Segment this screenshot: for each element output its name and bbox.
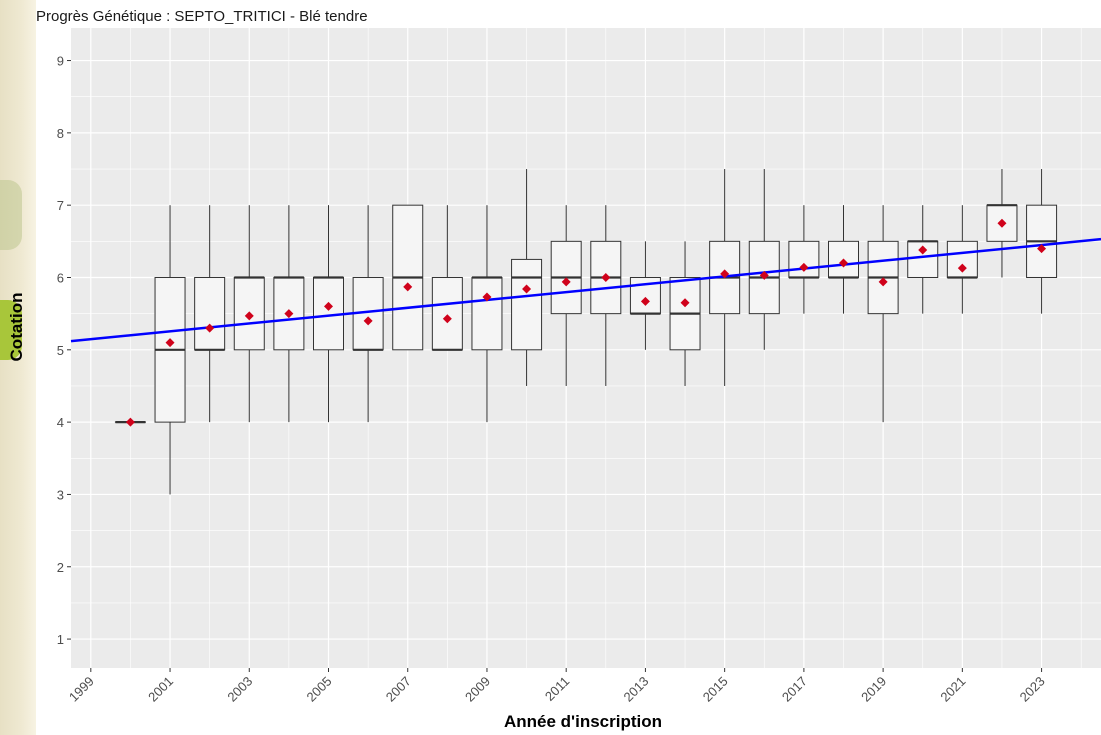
mean-marker: [759, 270, 769, 280]
mean-marker: [363, 316, 373, 326]
box: [431, 276, 463, 351]
y-tick-label: 5: [57, 343, 64, 358]
decoration-mark-olive: [0, 180, 22, 250]
y-tick-label: 9: [57, 54, 64, 69]
mean-marker: [640, 296, 650, 306]
box: [471, 276, 503, 351]
mean-marker: [403, 282, 413, 292]
mean-marker: [680, 298, 690, 308]
y-tick-label: 8: [57, 126, 64, 141]
y-axis-label: Cotation: [7, 293, 26, 362]
y-tick-label: 1: [57, 632, 64, 647]
box: [511, 258, 543, 351]
mean-marker: [918, 245, 928, 255]
mean-marker: [324, 301, 333, 311]
mean-marker: [205, 323, 215, 333]
mean-marker: [442, 314, 452, 324]
y-tick-label: 2: [57, 560, 64, 575]
y-tick-label: 7: [57, 198, 64, 213]
mean-marker: [799, 262, 809, 272]
mean-marker: [720, 269, 730, 279]
mean-marker: [165, 338, 175, 348]
box: [788, 240, 820, 278]
mean-marker: [482, 292, 492, 302]
mean-marker: [522, 284, 532, 294]
mean-marker: [1037, 244, 1047, 254]
decoration-mark-green: [0, 300, 22, 360]
y-tick-label: 6: [57, 270, 64, 285]
box: [194, 276, 226, 351]
x-axis-label: Année d'inscription: [504, 712, 662, 731]
y-tick-label: 3: [57, 487, 64, 502]
mean-marker: [839, 258, 848, 268]
mean-marker: [878, 277, 888, 287]
mean-marker: [997, 218, 1007, 228]
plot-panel: [71, 28, 1101, 668]
trend-line: [70, 237, 1101, 343]
background-decoration: [0, 0, 36, 735]
mean-marker: [244, 311, 254, 321]
y-tick-label: 4: [57, 415, 64, 430]
mean-marker: [284, 309, 294, 319]
mean-marker: [601, 272, 611, 282]
mean-marker: [957, 263, 967, 273]
mean-marker: [561, 277, 571, 287]
chart-title: Progrès Génétique : SEPTO_TRITICI - Blé …: [36, 8, 368, 25]
mean-marker: [125, 417, 135, 427]
